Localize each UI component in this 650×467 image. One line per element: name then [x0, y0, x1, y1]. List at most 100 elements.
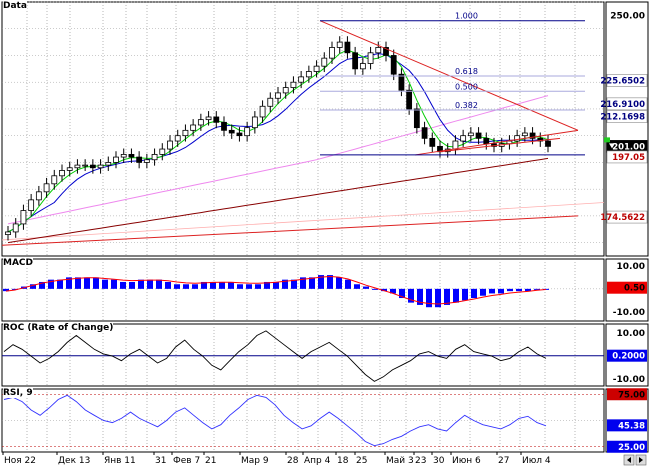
rsi-lower-tag-box	[607, 440, 647, 453]
macd-histogram-bar	[453, 288, 459, 303]
candle-body	[5, 231, 11, 236]
price-tag-box	[606, 150, 648, 164]
candle-body	[236, 132, 243, 137]
macd-histogram-bar	[300, 277, 306, 289]
macd-axis-tick: 10.00	[617, 262, 645, 272]
macd-histogram-bar	[408, 288, 414, 303]
candle-body	[267, 97, 274, 107]
candle-body	[359, 63, 366, 70]
candle-body	[429, 137, 436, 147]
candle-body	[205, 116, 212, 121]
macd-histogram-bar	[480, 288, 486, 296]
macd-histogram-bar	[282, 279, 288, 289]
x-axis-tick-label: 21	[205, 456, 216, 466]
rsi-upper-tag-label: 75.00	[618, 390, 645, 400]
candle-body	[66, 167, 73, 171]
macd-histogram-bar	[543, 288, 549, 290]
macd-histogram-bar	[111, 279, 117, 289]
price-tag-label: 212.1698	[600, 113, 645, 123]
candle-body	[344, 41, 351, 54]
roc-axis-tick: 10.00	[617, 329, 645, 339]
x-axis-tick-label: 30	[433, 456, 445, 466]
macd-histogram-bar	[264, 281, 270, 289]
macd-histogram-bar	[3, 288, 9, 292]
macd-histogram-bar	[489, 288, 495, 294]
macd-histogram-bar	[174, 284, 180, 289]
candle-body	[89, 164, 96, 169]
main-panel-title: Data	[3, 1, 27, 11]
macd-histogram-bar	[426, 288, 432, 308]
macd-histogram-bar	[129, 281, 135, 289]
triangle-inner-line	[439, 137, 561, 153]
macd-histogram-bar	[435, 288, 441, 308]
macd-value-tag-box	[607, 281, 647, 294]
price-tag-box	[606, 210, 648, 224]
candle-body	[483, 137, 490, 145]
triangle-lower-line	[414, 129, 579, 156]
macd-histogram-bar	[309, 277, 315, 289]
x-axis-tick-label: Апр 4	[304, 456, 331, 466]
macd-histogram-bar	[219, 281, 225, 289]
candle-body	[82, 164, 89, 167]
x-axis-tick-label: Мар 9	[241, 456, 269, 466]
ma-long-line	[7, 157, 549, 244]
macd-value-tag-label: 0.50	[624, 284, 645, 294]
candle-body	[521, 132, 528, 137]
candle-body	[182, 129, 189, 137]
candle-body	[275, 92, 281, 99]
macd-histogram-bar	[210, 281, 216, 289]
macd-histogram-bar	[318, 275, 324, 289]
candle-body	[298, 76, 305, 83]
x-axis-tick-label: 27	[498, 456, 509, 466]
macd-panel-title: MACD	[3, 258, 33, 268]
candle-body	[467, 132, 474, 137]
candle-body	[20, 210, 27, 225]
fib-level-label: 0.500	[455, 82, 478, 91]
candle-body	[321, 57, 328, 67]
roc-panel-title: ROC (Rate of Change)	[3, 323, 114, 333]
candle-body	[228, 129, 235, 134]
macd-histogram-bar	[525, 288, 531, 292]
fib-level-label: 0.618	[455, 67, 478, 76]
arrow-right-icon	[639, 457, 643, 463]
candle-body	[290, 81, 297, 88]
candle-body	[136, 156, 143, 163]
candle-body	[305, 71, 312, 78]
price-tag-label: 174.5622	[600, 213, 645, 223]
macd-histogram-bar	[327, 275, 333, 289]
x-axis-tick-label: Июл 4	[522, 456, 551, 466]
candle-body	[128, 153, 135, 158]
candle-body	[190, 124, 197, 131]
candle-body	[329, 47, 335, 59]
rsi-value-tag-label: 45.38	[618, 421, 645, 431]
price-tag-box	[606, 110, 648, 123]
price-tag-label: 201.00	[612, 142, 645, 152]
x-axis-tick-label: 31	[155, 456, 166, 466]
trend-line-long	[1, 215, 579, 246]
macd-histogram-bar	[381, 288, 387, 292]
macd-histogram-bar	[255, 284, 261, 289]
candle-body	[251, 116, 258, 129]
macd-histogram-bar	[273, 281, 279, 289]
macd-histogram-bar	[75, 277, 81, 289]
macd-histogram-bar	[444, 288, 450, 305]
rsi-line	[3, 394, 547, 447]
macd-histogram-bar	[498, 288, 504, 294]
candle-body	[174, 135, 181, 142]
candle-body	[197, 119, 204, 126]
macd-histogram-bar	[534, 288, 540, 290]
fib-level-label: 1.000	[455, 12, 478, 21]
candle-body	[59, 170, 65, 177]
macd-histogram-bar	[30, 284, 36, 289]
macd-histogram-bar	[120, 281, 126, 289]
candle-body	[151, 153, 158, 161]
roc-value-tag-label: 0.2000	[612, 352, 645, 362]
candle-body	[43, 183, 50, 193]
macd-histogram-bar	[228, 281, 234, 289]
candle-body	[143, 159, 150, 163]
x-axis-tick-label: Май 3	[386, 456, 414, 466]
macd-histogram-bar	[192, 284, 198, 289]
macd-histogram-bar	[462, 288, 468, 301]
